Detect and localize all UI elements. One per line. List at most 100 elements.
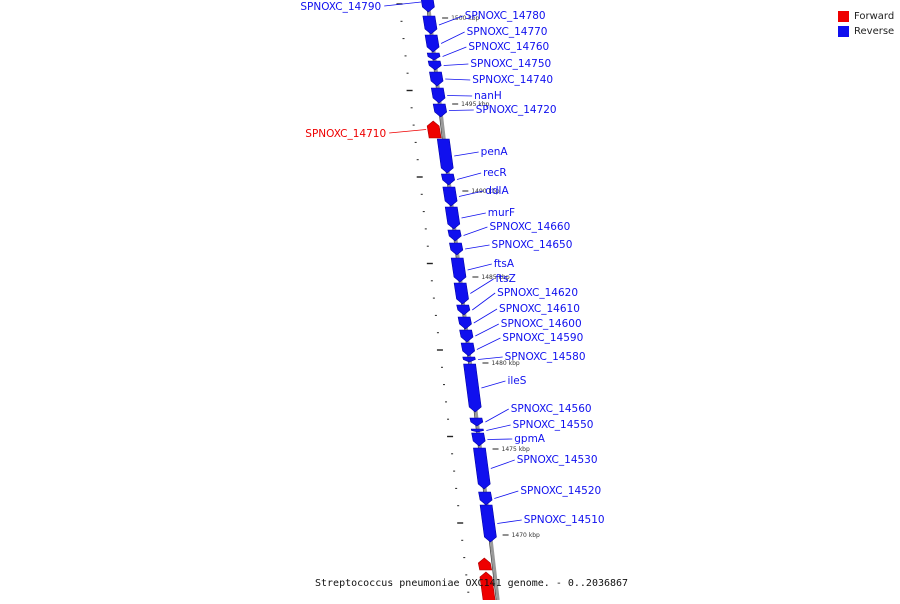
gene-arrow [477, 557, 493, 571]
gene-label-leader [494, 490, 519, 499]
kbp-tick-label: 1495 kbp [461, 101, 489, 108]
gene-label: SPNOXC_14650 [492, 239, 573, 251]
gene-label: SPNOXC_14780 [465, 10, 546, 22]
gene-label: SPNOXC_14750 [470, 58, 551, 70]
gene-label-leader [442, 46, 467, 57]
gene-arrow [450, 257, 467, 283]
gene-label: ddlA [485, 185, 509, 197]
gene-label: ileS [507, 375, 526, 387]
gene-label-leader [490, 459, 515, 469]
gene-label-leader [454, 151, 479, 157]
gene-label: SPNOXC_14610 [499, 303, 580, 315]
gene-arrow [462, 356, 476, 363]
gene-label-leader [443, 63, 469, 66]
gene-label: nanH [474, 90, 502, 102]
gene-arrow [447, 229, 462, 242]
kbp-tick-label: 1475 kbp [502, 446, 530, 453]
gene-label-leader [467, 263, 492, 271]
gene-label: SPNOXC_14560 [511, 403, 592, 415]
gene-arrow [427, 60, 442, 71]
gene-arrow [442, 186, 458, 207]
gene-label-leader [389, 129, 427, 134]
gene-label-leader [384, 1, 422, 7]
gene-arrow [429, 71, 444, 87]
gene-label: SPNOXC_14660 [489, 221, 570, 233]
gene-arrow [471, 432, 486, 447]
gene-label: ftsA [494, 258, 515, 270]
gene-label-leader [475, 323, 499, 337]
gene-label-leader [465, 244, 490, 250]
gene-label-leader [461, 212, 486, 219]
gene-label-leader [481, 380, 506, 389]
gene-arrow [422, 15, 438, 35]
gene-label-leader [486, 424, 511, 431]
gene-arrow [449, 242, 464, 256]
gene-label: SPNOXC_14710 [305, 128, 386, 140]
gene-label-leader [456, 172, 482, 180]
gene-arrow [470, 428, 484, 433]
gene-arrow [473, 447, 491, 490]
gene-arrow [453, 282, 469, 305]
gene-arrow [436, 138, 454, 174]
gene-label: SPNOXC_14550 [513, 419, 594, 431]
gene-label: SPNOXC_14760 [468, 41, 549, 53]
kbp-tick-label: 1500 kbp [451, 15, 479, 22]
gene-arrow [469, 417, 484, 427]
gene-label-leader [473, 308, 498, 324]
gene-label: SPNOXC_14530 [517, 454, 598, 466]
gene-label: SPNOXC_14600 [501, 318, 582, 330]
gene-arrow [426, 52, 441, 61]
kbp-tick-label: 1470 kbp [512, 532, 540, 539]
gene-arrow [478, 491, 493, 506]
gene-label-leader [438, 15, 463, 26]
kbp-tick-label: 1480 kbp [491, 360, 519, 367]
gene-arrow [479, 504, 497, 543]
genome-caption: Streptococcus pneumoniae OXC141 genome. … [315, 578, 629, 589]
gene-arrow [463, 363, 482, 413]
gene-label: SPNOXC_14790 [300, 1, 381, 13]
gene-label-leader [487, 438, 513, 440]
legend-item-forward: Forward [838, 9, 894, 24]
reverse-swatch [838, 26, 849, 37]
gene-label-leader [472, 292, 496, 311]
gene-label-leader [485, 408, 509, 423]
legend-label-forward: Forward [854, 11, 895, 22]
legend-item-reverse: Reverse [838, 24, 894, 39]
gene-arrow [430, 87, 446, 104]
gene-label: SPNOXC_14580 [505, 351, 586, 363]
gene-label-leader [478, 356, 503, 360]
gene-label: recR [483, 167, 507, 179]
gene-label: SPNOXC_14620 [497, 287, 578, 299]
strand-legend: Forward Reverse [838, 9, 894, 39]
gene-arrow [421, 0, 435, 13]
gene-label-leader [476, 337, 501, 350]
gene-label-leader [463, 226, 488, 236]
legend-label-reverse: Reverse [854, 26, 895, 37]
gene-label-leader [458, 190, 484, 197]
gene-label: SPNOXC_14720 [476, 104, 557, 116]
gene-label: gpmA [514, 433, 546, 445]
gene-label: SPNOXC_14590 [502, 332, 583, 344]
gene-arrow [459, 329, 474, 343]
gene-label: SPNOXC_14740 [472, 74, 553, 86]
gene-arrow [444, 206, 461, 230]
kbp-tick-label: 1485 kbp [481, 274, 509, 281]
gene-label-leader [497, 519, 522, 524]
gene-arrow [460, 342, 475, 357]
gene-label-leader [470, 278, 494, 294]
gene-label: ftsZ [496, 273, 516, 285]
gene-arrow [479, 571, 496, 604]
kbp-tick-label: 1490 kbp [471, 188, 499, 195]
gene-label-leader [447, 95, 473, 97]
gene-label-leader [445, 78, 471, 81]
gene-label: penA [481, 146, 509, 158]
gene-label: murF [488, 207, 515, 219]
gene-arrow [426, 120, 442, 139]
forward-swatch [838, 11, 849, 22]
gene-arrow [424, 34, 440, 53]
gene-arrow [456, 304, 471, 316]
gene-arrow [440, 173, 455, 186]
gene-arrow [457, 316, 472, 330]
